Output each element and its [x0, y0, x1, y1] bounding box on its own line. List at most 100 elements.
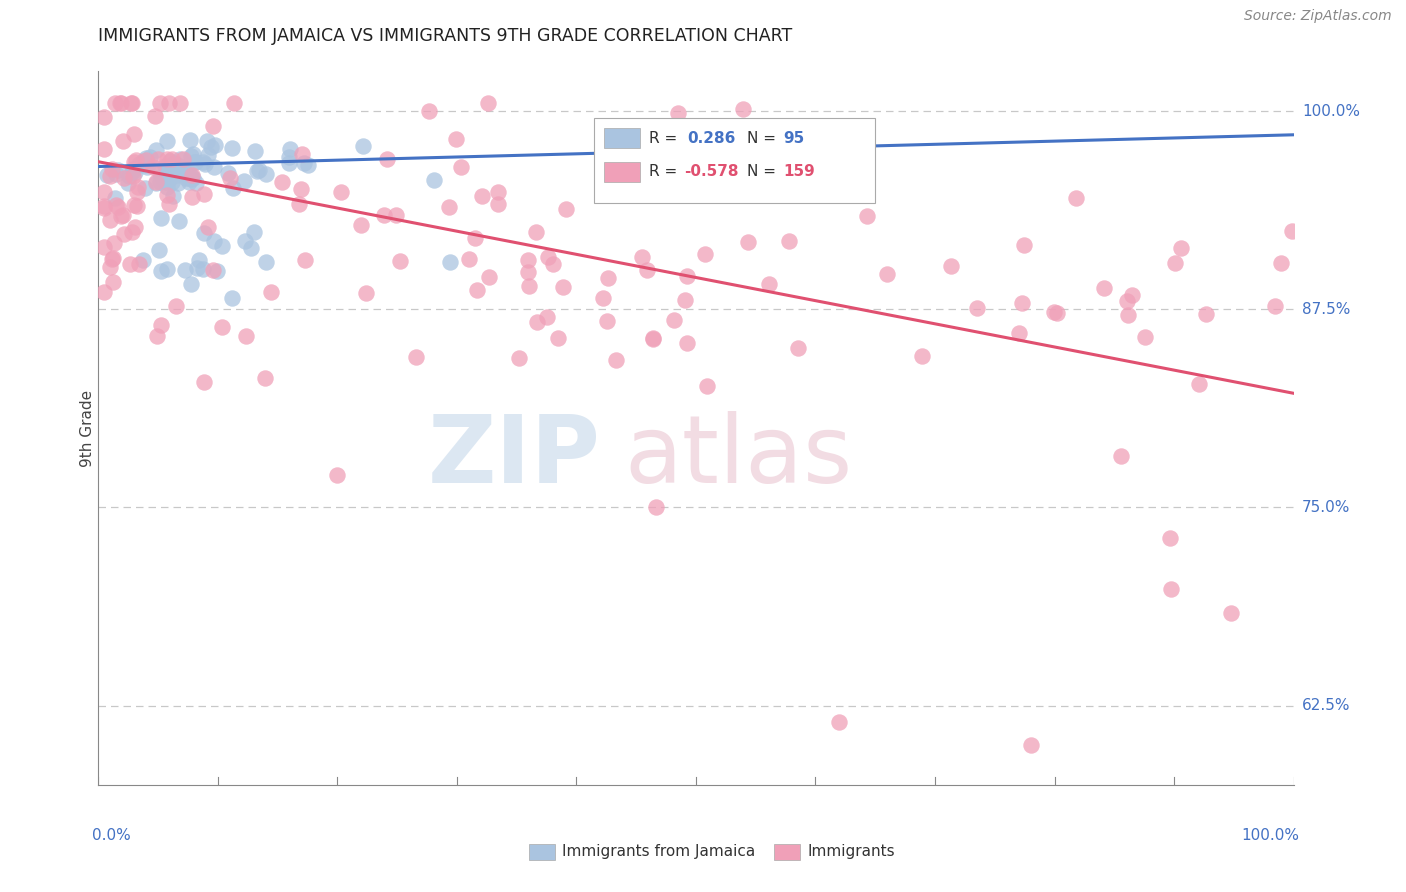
Point — [737, 235, 759, 249]
Point — [835, 174, 858, 188]
Point — [205, 264, 228, 278]
Text: 75.0%: 75.0% — [1302, 500, 1350, 515]
Point — [471, 189, 494, 203]
Point — [221, 141, 243, 155]
Point — [174, 166, 197, 180]
Point — [673, 293, 696, 307]
Point — [201, 119, 224, 133]
Point — [524, 225, 547, 239]
Point — [1264, 299, 1286, 313]
Point — [184, 177, 207, 191]
Point — [277, 150, 299, 164]
Point — [110, 96, 132, 111]
Point — [1092, 281, 1115, 295]
Point — [157, 196, 180, 211]
Point — [156, 135, 179, 149]
Point — [105, 198, 128, 212]
Point — [1116, 308, 1139, 322]
Text: 100.0%: 100.0% — [1241, 828, 1299, 843]
Point — [477, 96, 499, 111]
Point — [1188, 376, 1211, 391]
Point — [184, 154, 207, 169]
Point — [169, 214, 191, 228]
Point — [159, 153, 181, 168]
Point — [132, 153, 155, 168]
Text: 62.5%: 62.5% — [1302, 698, 1350, 714]
Point — [145, 143, 167, 157]
Point — [125, 185, 148, 199]
Point — [758, 277, 780, 292]
Point — [278, 156, 301, 170]
Point — [222, 181, 245, 195]
Point — [122, 169, 145, 183]
Point — [271, 175, 294, 189]
Point — [136, 160, 159, 174]
Point — [107, 200, 129, 214]
Point — [145, 176, 167, 190]
Point — [547, 330, 569, 344]
Point — [596, 271, 619, 285]
Point — [1133, 330, 1156, 344]
Point — [418, 103, 440, 118]
Point — [666, 105, 689, 120]
Point — [148, 243, 170, 257]
Point — [195, 135, 218, 149]
Point — [165, 168, 187, 182]
Point — [157, 96, 180, 111]
Point — [101, 162, 124, 177]
Text: Immigrants from Jamaica: Immigrants from Jamaica — [562, 844, 755, 859]
Point — [221, 291, 243, 305]
Point — [103, 235, 125, 250]
Point — [254, 255, 277, 269]
Text: 159: 159 — [783, 164, 815, 179]
Point — [219, 171, 242, 186]
Point — [631, 250, 654, 264]
Point — [290, 182, 312, 196]
Point — [179, 133, 201, 147]
Point — [537, 250, 560, 264]
Text: IMMIGRANTS FROM JAMAICA VS IMMIGRANTS 9TH GRADE CORRELATION CHART: IMMIGRANTS FROM JAMAICA VS IMMIGRANTS 9T… — [98, 27, 793, 45]
Point — [603, 145, 626, 160]
Point — [143, 109, 166, 123]
Text: 95: 95 — [783, 131, 804, 146]
Point — [731, 102, 754, 116]
Point — [121, 225, 143, 239]
Point — [162, 152, 184, 166]
Point — [605, 352, 627, 367]
Point — [662, 313, 685, 327]
Point — [134, 181, 156, 195]
Point — [122, 198, 145, 212]
Point — [465, 283, 488, 297]
Point — [828, 714, 851, 729]
Point — [110, 209, 132, 223]
Point — [235, 328, 257, 343]
Point — [242, 225, 264, 239]
Point — [291, 147, 314, 161]
Text: N =: N = — [748, 131, 782, 146]
Point — [1160, 582, 1182, 596]
Point — [149, 211, 172, 226]
Point — [517, 279, 540, 293]
Point — [193, 227, 215, 241]
Point — [696, 379, 718, 393]
Point — [145, 176, 167, 190]
Point — [165, 163, 187, 178]
Point — [782, 183, 804, 197]
Point — [127, 179, 149, 194]
Point — [103, 275, 125, 289]
Point — [627, 171, 650, 186]
Point — [128, 257, 150, 271]
Point — [1011, 295, 1033, 310]
Point — [93, 199, 115, 213]
Point — [104, 191, 127, 205]
Point — [103, 251, 125, 265]
Point — [149, 96, 172, 111]
FancyBboxPatch shape — [529, 844, 555, 860]
Point — [156, 161, 179, 176]
Point — [254, 167, 277, 181]
Point — [191, 155, 214, 169]
Point — [325, 468, 347, 483]
Point — [181, 170, 204, 185]
Point — [197, 220, 219, 235]
Point — [98, 212, 121, 227]
